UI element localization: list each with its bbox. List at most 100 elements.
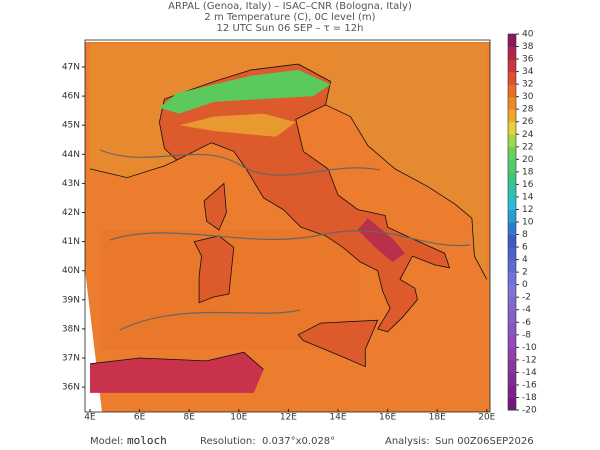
colorbar-segment xyxy=(508,397,516,411)
colorbar-segment xyxy=(508,171,516,185)
colorbar-segment xyxy=(508,109,516,123)
colorbar-segment xyxy=(508,322,516,336)
footer-label: Model: xyxy=(90,436,123,447)
lat-label: 47N xyxy=(62,63,80,73)
coastline xyxy=(89,351,264,370)
colorbar-label: 24 xyxy=(522,130,534,140)
colorbar-label: -2 xyxy=(522,293,531,303)
colorbar-label: 8 xyxy=(522,230,528,240)
footer-label: Analysis: xyxy=(385,436,430,447)
colorbar-segment xyxy=(508,209,516,223)
colorbar-label: 32 xyxy=(522,80,533,90)
colorbar-segment xyxy=(508,159,516,173)
colorbar-segment xyxy=(508,184,516,198)
lon-label: 16E xyxy=(379,413,396,423)
colorbar-segment xyxy=(508,347,516,361)
land xyxy=(90,43,331,178)
colorbar-segment xyxy=(508,46,516,60)
colorbar-segment xyxy=(508,222,516,236)
lat-label: 42N xyxy=(62,208,80,218)
colorbar-segment xyxy=(508,272,516,286)
colorbar: -20-18-16-14-12-10-8-6-4-202468101214161… xyxy=(507,30,537,416)
lat-label: 45N xyxy=(62,121,80,131)
lon-label: 18E xyxy=(429,413,446,423)
contour-line xyxy=(99,149,471,331)
header-line: 12 UTC Sun 06 SEP – τ = 12h xyxy=(217,23,364,34)
colorbar-label: -10 xyxy=(522,343,537,353)
colorbar-segment xyxy=(508,146,516,160)
colorbar-label: 38 xyxy=(522,42,534,52)
footer-value: 0.037°x0.028° xyxy=(262,436,335,447)
colorbar-label: -12 xyxy=(522,355,537,365)
footer-value: moloch xyxy=(127,434,167,447)
lat-label: 44N xyxy=(62,150,80,160)
colorbar-segment xyxy=(508,196,516,210)
colorbar-segment xyxy=(508,247,516,261)
colorbar-label: 12 xyxy=(522,205,533,215)
land xyxy=(203,182,227,231)
colorbar-label: 26 xyxy=(522,117,534,127)
colorbar-segment xyxy=(508,59,516,73)
colorbar-segment xyxy=(508,384,516,398)
colorbar-segment xyxy=(508,71,516,85)
map-frame xyxy=(84,39,491,413)
colorbar-label: 36 xyxy=(522,55,534,65)
colorbar-label: -20 xyxy=(522,406,537,416)
colorbar-segment xyxy=(508,359,516,373)
colorbar-segment xyxy=(508,96,516,110)
colorbar-segment xyxy=(508,259,516,273)
colorbar-label: -18 xyxy=(522,393,537,403)
lon-label: 10E xyxy=(230,413,247,423)
coastline xyxy=(325,104,488,280)
colorbar-label: 28 xyxy=(522,105,534,115)
lat-label: 37N xyxy=(62,354,80,364)
colorbar-segment xyxy=(508,234,516,248)
colorbar-label: 14 xyxy=(522,192,534,202)
colorbar-label: 0 xyxy=(522,280,528,290)
colorbar-label: 2 xyxy=(522,268,528,278)
lon-label: 14E xyxy=(329,413,346,423)
lat-label: 40N xyxy=(62,266,80,276)
colorbar-segment xyxy=(508,284,516,298)
colorbar-label: 20 xyxy=(522,155,534,165)
colorbar-label: 10 xyxy=(522,218,534,228)
lat-label: 36N xyxy=(62,383,80,393)
lon-label: 20E xyxy=(478,413,495,423)
po-valley xyxy=(179,113,296,137)
lat-label: 43N xyxy=(62,179,80,189)
land xyxy=(297,319,379,368)
colorbar-label: 40 xyxy=(522,30,534,40)
land xyxy=(325,43,487,280)
footer-value: Sun 00Z06SEP2026 xyxy=(435,436,534,447)
colorbar-label: -14 xyxy=(522,368,537,378)
colorbar-label: 22 xyxy=(522,142,533,152)
alps xyxy=(159,69,331,114)
colorbar-segment xyxy=(508,84,516,98)
map-area xyxy=(84,39,491,413)
lat-label: 38N xyxy=(62,324,80,334)
lon-label: 4E xyxy=(84,413,96,423)
colorbar-label: 6 xyxy=(522,243,528,253)
colorbar-label: 30 xyxy=(522,92,534,102)
colorbar-segment xyxy=(508,309,516,323)
colorbar-label: -6 xyxy=(522,318,531,328)
colorbar-label: -16 xyxy=(522,380,537,390)
colorbar-segment xyxy=(508,372,516,386)
colorbar-label: -8 xyxy=(522,330,531,340)
footer-label: Resolution: xyxy=(200,436,256,447)
lat-label: 39N xyxy=(62,295,80,305)
lat-label: 46N xyxy=(62,92,80,102)
colorbar-segment xyxy=(508,34,516,48)
colorbar-segment xyxy=(508,334,516,348)
coastline xyxy=(89,159,177,179)
colorbar-segment xyxy=(508,297,516,311)
header-line: ARPAL (Genoa, Italy) – ISAC–CNR (Bologna… xyxy=(168,1,412,12)
colorbar-label: 34 xyxy=(522,67,534,77)
lon-label: 12E xyxy=(280,413,297,423)
colorbar-segment xyxy=(508,134,516,148)
land xyxy=(90,352,264,393)
colorbar-label: 4 xyxy=(522,255,528,265)
header-line: 2 m Temperature (C), 0C level (m) xyxy=(204,12,375,23)
